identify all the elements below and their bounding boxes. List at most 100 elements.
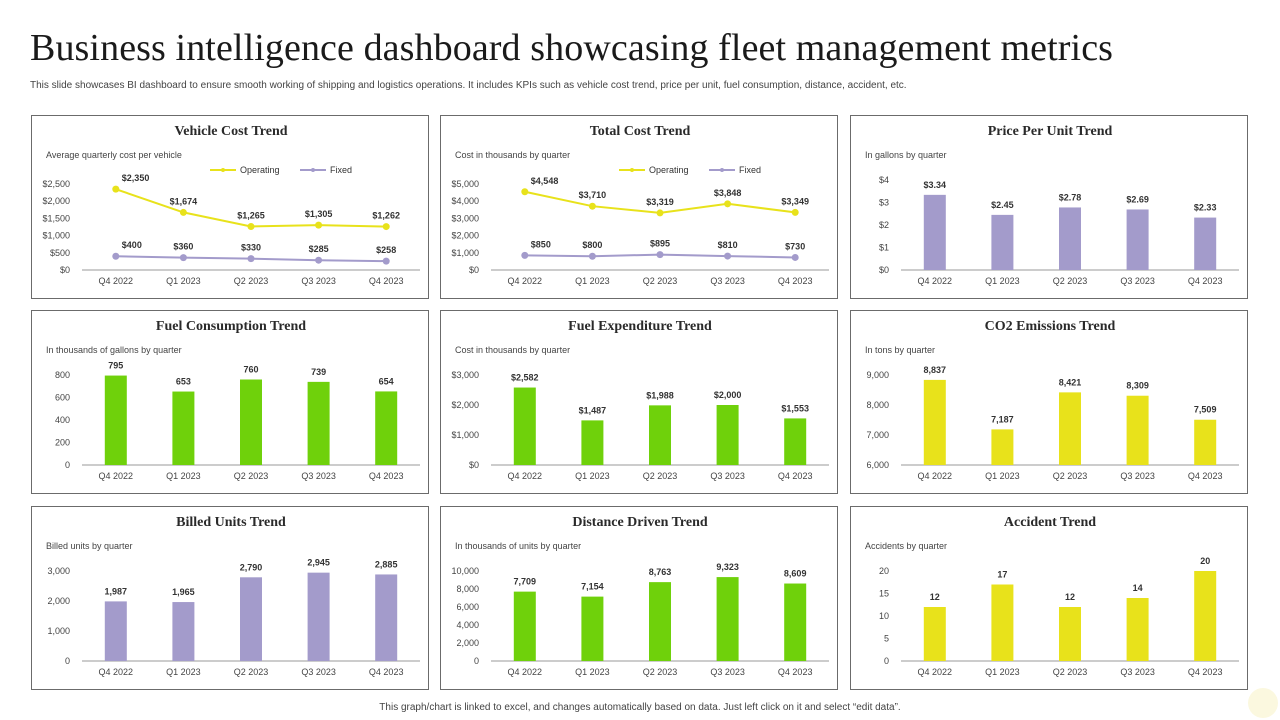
panel-fuel-expenditure[interactable]: Fuel Expenditure Trend Cost in thousands … xyxy=(440,310,838,494)
bar xyxy=(784,418,807,465)
data-label: $2.33 xyxy=(1194,203,1217,213)
data-label: $2,582 xyxy=(511,373,539,383)
y-tick-label: 800 xyxy=(55,370,70,380)
x-tick-label: Q2 2023 xyxy=(643,667,678,677)
y-tick-label: 20 xyxy=(879,566,889,576)
legend-label: Operating xyxy=(240,165,280,175)
x-tick-label: Q3 2023 xyxy=(710,276,745,286)
series-line-operating xyxy=(115,188,387,228)
y-tick-label: 6,000 xyxy=(456,602,479,612)
data-label: $330 xyxy=(241,243,261,253)
legend-marker-fixed xyxy=(311,168,315,172)
data-label: 9,323 xyxy=(716,562,739,572)
co2-emissions-chart: CO2 Emissions Trend In tons by quarter 6,0… xyxy=(865,319,1239,481)
data-label: 7,709 xyxy=(514,577,537,587)
bar xyxy=(784,583,807,661)
x-tick-label: Q2 2023 xyxy=(1053,276,1088,286)
data-point xyxy=(247,255,255,263)
x-tick-label: Q4 2022 xyxy=(918,276,953,286)
x-tick-label: Q3 2023 xyxy=(710,667,745,677)
x-tick-label: Q3 2023 xyxy=(1120,471,1155,481)
y-tick-label: $1,500 xyxy=(42,213,70,223)
x-tick-label: Q2 2023 xyxy=(234,471,269,481)
chart-subtitle: In gallons by quarter xyxy=(865,150,947,160)
legend-marker-operating xyxy=(221,168,225,172)
bar xyxy=(923,194,946,270)
y-tick-label: 0 xyxy=(65,656,70,666)
chart-title: Billed Units Trend xyxy=(176,515,286,530)
data-label: 12 xyxy=(930,592,940,602)
bar xyxy=(375,391,398,465)
vehicle-cost-chart: Vehicle Cost Trend Average quarterly cost… xyxy=(42,124,420,286)
data-point xyxy=(315,221,323,229)
data-point xyxy=(521,251,529,259)
chart-subtitle: Cost in thousands by quarter xyxy=(455,345,570,355)
x-tick-label: Q4 2023 xyxy=(369,667,404,677)
fuel-expenditure-chart: Fuel Expenditure Trend Cost in thousands … xyxy=(451,319,829,481)
y-tick-label: $2 xyxy=(879,220,889,230)
y-tick-label: $0 xyxy=(879,265,889,275)
bar xyxy=(240,379,262,465)
panel-total-cost[interactable]: Total Cost Trend Cost in thousands by qua… xyxy=(440,115,838,299)
bar xyxy=(716,577,739,661)
data-label: 760 xyxy=(243,365,258,375)
x-tick-label: Q4 2023 xyxy=(1188,667,1223,677)
data-label: 8,837 xyxy=(924,365,947,375)
y-tick-label: $4 xyxy=(879,175,889,185)
panel-price-per-unit[interactable]: Price Per Unit Trend In gallons by quarte… xyxy=(850,115,1248,299)
data-label: $3.34 xyxy=(924,180,947,190)
panel-vehicle-cost[interactable]: Vehicle Cost Trend Average quarterly cost… xyxy=(31,115,429,299)
data-point xyxy=(656,209,664,217)
x-tick-label: Q3 2023 xyxy=(1120,667,1155,677)
bar xyxy=(1126,395,1149,465)
data-label: 7,187 xyxy=(991,414,1014,424)
billed-units-chart: Billed Units Trend Billed units by quarte… xyxy=(46,515,420,677)
y-tick-label: $0 xyxy=(469,460,479,470)
panel-distance-driven[interactable]: Distance Driven Trend In thousands of uni… xyxy=(440,506,838,690)
x-tick-label: Q1 2023 xyxy=(166,471,201,481)
bar xyxy=(1059,392,1081,465)
data-point xyxy=(656,251,664,259)
data-label: $1,988 xyxy=(646,390,674,400)
x-tick-label: Q2 2023 xyxy=(234,667,269,677)
bar xyxy=(1194,217,1217,270)
x-tick-label: Q4 2023 xyxy=(778,276,813,286)
y-tick-label: $1,000 xyxy=(42,231,70,241)
bar xyxy=(581,596,604,661)
y-tick-label: $2,000 xyxy=(451,231,479,241)
x-tick-label: Q4 2022 xyxy=(918,667,953,677)
chart-title: CO2 Emissions Trend xyxy=(985,319,1116,334)
legend-label: Fixed xyxy=(330,165,352,175)
data-label: $895 xyxy=(650,239,670,249)
data-point xyxy=(112,185,120,193)
x-tick-label: Q2 2023 xyxy=(1053,667,1088,677)
panel-billed-units[interactable]: Billed Units Trend Billed units by quarte… xyxy=(31,506,429,690)
chart-subtitle: In tons by quarter xyxy=(865,345,935,355)
y-tick-label: $2,000 xyxy=(451,400,479,410)
data-label: $730 xyxy=(785,241,805,251)
data-label: $2.45 xyxy=(991,200,1014,210)
x-tick-label: Q4 2022 xyxy=(508,276,543,286)
data-label: 795 xyxy=(108,361,123,371)
bar xyxy=(240,577,262,661)
y-tick-label: $3,000 xyxy=(451,213,479,223)
data-label: 14 xyxy=(1133,583,1143,593)
chart-subtitle: Cost in thousands by quarter xyxy=(455,150,570,160)
panel-co2-emissions[interactable]: CO2 Emissions Trend In tons by quarter 6,0… xyxy=(850,310,1248,494)
chart-title: Fuel Consumption Trend xyxy=(156,319,306,334)
data-label: 2,790 xyxy=(240,562,263,572)
bar xyxy=(991,584,1014,661)
data-label: $3,319 xyxy=(646,197,674,207)
bar xyxy=(1126,209,1149,270)
chart-title: Total Cost Trend xyxy=(590,124,691,139)
data-label: 8,421 xyxy=(1059,377,1082,387)
chart-title: Fuel Expenditure Trend xyxy=(568,319,712,334)
x-tick-label: Q1 2023 xyxy=(166,667,201,677)
panel-fuel-consumption[interactable]: Fuel Consumption Trend In thousands of ga… xyxy=(31,310,429,494)
x-tick-label: Q1 2023 xyxy=(575,471,610,481)
bar xyxy=(649,582,671,661)
corner-decoration xyxy=(1248,688,1278,718)
panel-accident[interactable]: Accident Trend Accidents by quarter 0 5 10 15… xyxy=(850,506,1248,690)
y-tick-label: 15 xyxy=(879,589,889,599)
x-tick-label: Q4 2023 xyxy=(369,276,404,286)
